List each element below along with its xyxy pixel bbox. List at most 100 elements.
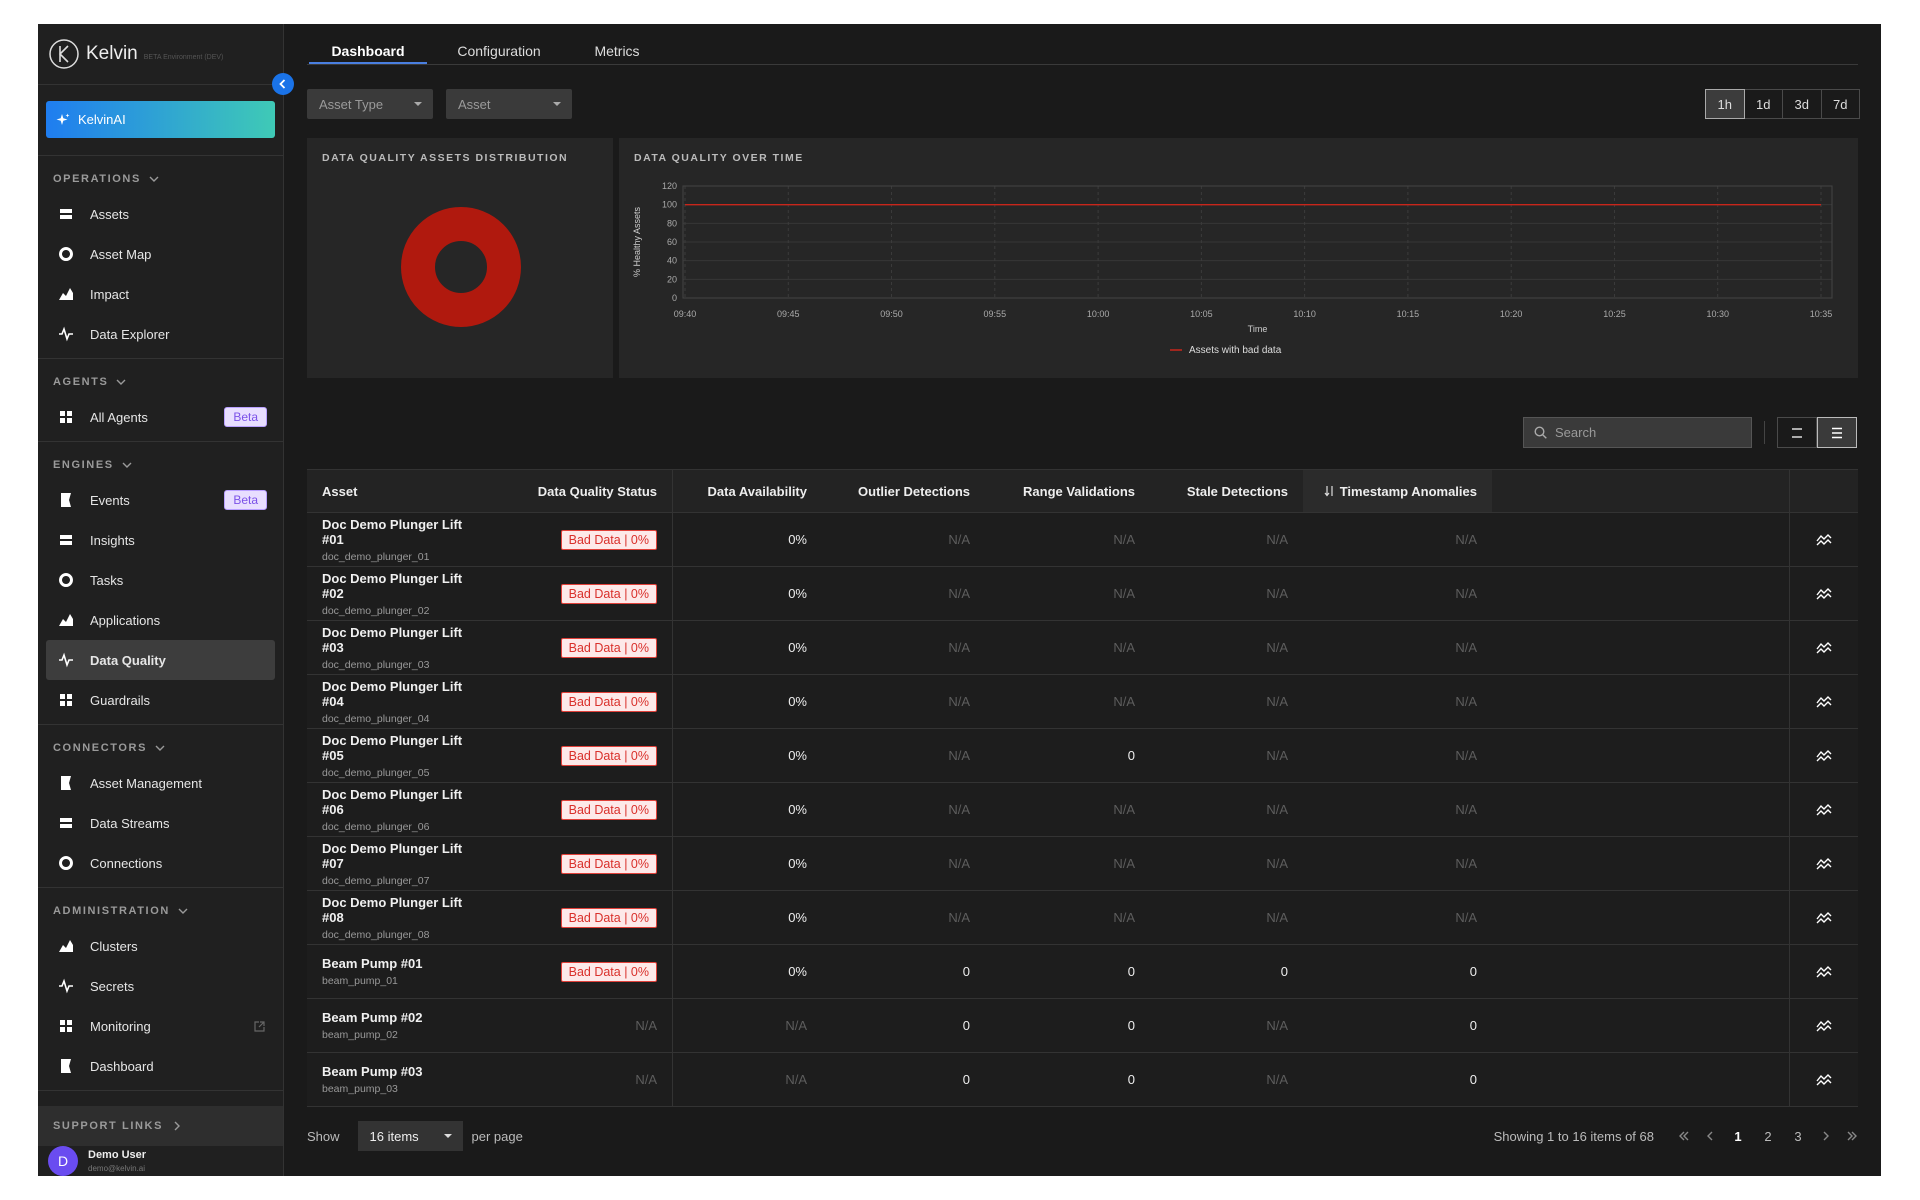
asset-name: Doc Demo Plunger Lift #06: [322, 786, 463, 817]
table-cell: 0: [822, 1053, 985, 1106]
page-number[interactable]: 1: [1734, 1128, 1742, 1144]
status-badge: Bad Data | 0%: [560, 745, 657, 766]
nav-item[interactable]: Guardrails: [46, 680, 275, 720]
nav-item[interactable]: Applications: [46, 600, 275, 640]
nav-label: Assets: [90, 206, 130, 222]
nav-item[interactable]: Monitoring: [46, 1006, 275, 1046]
nav-item[interactable]: Impact: [46, 274, 275, 314]
tab[interactable]: Configuration: [457, 43, 541, 59]
section-header[interactable]: ADMINISTRATION: [38, 896, 283, 926]
status-badge: Bad Data | 0%: [560, 799, 657, 820]
nav-item[interactable]: Tasks: [46, 560, 275, 600]
trend-button[interactable]: [1815, 1019, 1832, 1033]
nav-item[interactable]: Data Quality: [46, 640, 275, 680]
time-button[interactable]: 3d: [1782, 89, 1822, 119]
nav-item[interactable]: All Agents Beta: [46, 397, 275, 437]
nav-label: Insights: [90, 532, 135, 548]
support-links[interactable]: SUPPORT LINKS: [38, 1106, 283, 1146]
prev-page[interactable]: [1704, 1130, 1716, 1142]
cell-value: N/A: [1266, 640, 1288, 655]
table-header: Asset Data Quality Status Data Availabilit…: [307, 470, 1858, 513]
table-cell: 0: [1150, 945, 1303, 998]
header-cell[interactable]: Stale Detections: [1150, 470, 1303, 512]
nav-item[interactable]: Asset Map: [46, 234, 275, 274]
filter-dropdown[interactable]: Asset Type: [307, 89, 433, 119]
section-header[interactable]: AGENTS: [38, 367, 283, 397]
header-cell[interactable]: Outlier Detections: [822, 470, 985, 512]
y-tick-label: 100: [662, 200, 677, 210]
nav-section: OPERATIONS Assets Asset Map Impact Data Expl…: [38, 156, 283, 359]
nav-item[interactable]: Assets: [46, 194, 275, 234]
cell-value: N/A: [785, 1072, 807, 1087]
table-cell: 0%: [673, 891, 822, 944]
trend-button[interactable]: [1815, 803, 1832, 817]
section-header[interactable]: CONNECTORS: [38, 733, 283, 763]
list-view[interactable]: [1817, 417, 1857, 448]
trend-button[interactable]: [1815, 1073, 1832, 1087]
donut-segment: [401, 207, 521, 327]
trend-button[interactable]: [1815, 965, 1832, 979]
header-cell[interactable]: Data Quality Status: [502, 470, 673, 512]
chevron-shape: [155, 745, 165, 751]
nav-item[interactable]: Secrets: [46, 966, 275, 1006]
status-badge: Bad Data | 0%: [560, 853, 657, 874]
compact-view[interactable]: [1777, 417, 1817, 448]
time-button[interactable]: 7d: [1820, 89, 1860, 119]
nav-item[interactable]: Events Beta: [46, 480, 275, 520]
time-button[interactable]: 1h: [1705, 89, 1745, 119]
nav-icon: [59, 940, 73, 952]
trend-button[interactable]: [1815, 641, 1832, 655]
section-title: ADMINISTRATION: [53, 905, 170, 917]
chevron: [155, 745, 165, 751]
trend-button[interactable]: [1815, 587, 1832, 601]
trend-button[interactable]: [1815, 749, 1832, 763]
collapse-button[interactable]: [272, 73, 294, 95]
page-size[interactable]: 16 items: [357, 1121, 463, 1151]
first-page-shape: [1679, 1131, 1689, 1141]
next-page[interactable]: [1820, 1130, 1832, 1142]
page-number[interactable]: 3: [1794, 1128, 1802, 1144]
nav-item[interactable]: Data Explorer: [46, 314, 275, 354]
header-cell[interactable]: Timestamp Anomalies: [1303, 470, 1492, 512]
nav-item[interactable]: Dashboard: [46, 1046, 275, 1086]
compact-icon: [1792, 427, 1802, 438]
nav-item[interactable]: Insights: [46, 520, 275, 560]
trend-button[interactable]: [1815, 533, 1832, 547]
nav-item[interactable]: Data Streams: [46, 803, 275, 843]
nav-item[interactable]: Asset Management: [46, 763, 275, 803]
cell-value: N/A: [1266, 802, 1288, 817]
section-header[interactable]: ENGINES: [38, 450, 283, 480]
kelvin-ai-button[interactable]: KelvinAI: [46, 101, 275, 138]
trend-shape: [1815, 965, 1831, 977]
tab[interactable]: Dashboard: [309, 40, 427, 64]
user[interactable]: D Demo User demo@kelvin.ai: [38, 1146, 283, 1176]
filter-dropdown[interactable]: Asset: [446, 89, 572, 119]
time-button[interactable]: 1d: [1743, 89, 1783, 119]
nav-icon: [59, 326, 73, 342]
nav-icon: [59, 978, 73, 994]
icon-shape: [59, 326, 73, 342]
asset-cell: Doc Demo Plunger Lift #03 doc_demo_plunge…: [307, 621, 502, 674]
header-cell[interactable]: Range Validations: [985, 470, 1150, 512]
table-cell: N/A: [1150, 675, 1303, 728]
section-header[interactable]: OPERATIONS: [38, 164, 283, 194]
trend-button[interactable]: [1815, 857, 1832, 871]
last-page[interactable]: [1846, 1130, 1858, 1142]
first-page[interactable]: [1678, 1130, 1690, 1142]
x-tick-label: 10:15: [1397, 309, 1420, 319]
collapse-icon: [279, 79, 286, 89]
nav-icon: [61, 1059, 71, 1073]
asset-cell: Doc Demo Plunger Lift #08 doc_demo_plunge…: [307, 891, 502, 944]
page-number[interactable]: 2: [1764, 1128, 1772, 1144]
search[interactable]: Search: [1523, 417, 1752, 448]
caret: [443, 1134, 452, 1138]
trend-button[interactable]: [1815, 911, 1832, 925]
nav-item[interactable]: Connections: [46, 843, 275, 883]
x-axis-label: Time: [1248, 324, 1268, 334]
header-cell[interactable]: Data Availability: [673, 470, 822, 512]
trend-button[interactable]: [1815, 695, 1832, 709]
tab[interactable]: Metrics: [594, 43, 640, 59]
brand: Kelvin: [86, 43, 138, 64]
nav-item[interactable]: Clusters: [46, 926, 275, 966]
column-title: Timestamp Anomalies: [1339, 483, 1477, 499]
